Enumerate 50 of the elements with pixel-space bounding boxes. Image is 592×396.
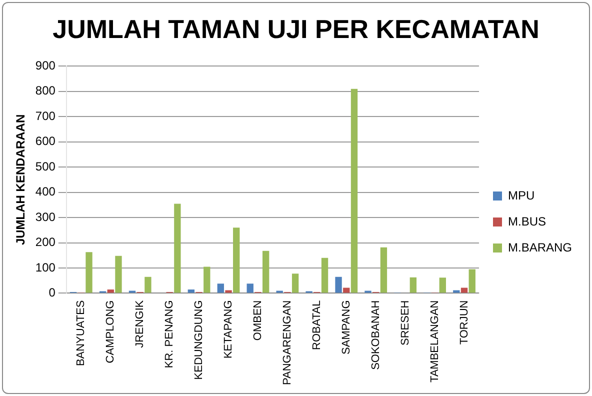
- bar: [174, 204, 181, 293]
- y-tick-label: 0: [48, 286, 56, 300]
- y-tick-label: 800: [35, 84, 56, 98]
- bar: [204, 266, 210, 293]
- y-tick-label: 400: [35, 184, 56, 199]
- y-tick-label: 900: [35, 58, 56, 73]
- y-tick-label: 200: [35, 235, 56, 250]
- y-tick-label: 100: [35, 260, 56, 274]
- x-tick-label: BANYUATES: [75, 300, 88, 366]
- x-tick-label: SOKOBANAH: [370, 300, 382, 370]
- bar: [233, 228, 240, 293]
- x-tick-label: KETAPANG: [222, 300, 235, 359]
- bar: [380, 247, 388, 293]
- x-tick-label: CAMPLONG: [104, 300, 117, 364]
- y-tick-label: 700: [35, 108, 56, 123]
- x-tick-label: PANGARENGAN: [281, 300, 294, 386]
- bar: [292, 274, 299, 293]
- bar: [439, 278, 446, 293]
- chart-title: JUMLAH TAMAN UJI PER KECAMATAN: [52, 14, 540, 45]
- legend-label: M.BARANG: [508, 240, 572, 254]
- bar: [410, 277, 417, 293]
- y-tick-label: 600: [35, 134, 56, 148]
- x-tick-label: JRENGIK: [134, 300, 146, 348]
- bar: [246, 284, 254, 293]
- x-tick-label: ROBATAL: [310, 300, 323, 350]
- bar: [468, 269, 476, 293]
- legend-label: MPU: [508, 188, 535, 202]
- legend-label: M.BUS: [508, 214, 546, 228]
- bar: [453, 290, 460, 293]
- bar: [225, 290, 232, 293]
- bar: [262, 250, 270, 293]
- bar: [217, 284, 224, 293]
- x-tick-label: SAMPANG: [340, 300, 352, 354]
- bar: [350, 88, 358, 293]
- bar: [144, 276, 152, 293]
- y-axis-title: JUMLAH KENDARAAN: [14, 114, 28, 246]
- bar: [321, 258, 328, 293]
- bar: [335, 276, 342, 293]
- x-tick-label: TORJUN: [458, 300, 470, 345]
- x-tick-label: SRESEH: [399, 300, 412, 346]
- bar: [86, 252, 92, 293]
- y-tick-label: 500: [35, 159, 56, 174]
- x-tick-label: TAMBELANGAN: [428, 300, 441, 383]
- x-tick-label: OMBEN: [252, 300, 264, 341]
- x-tick-label: KR. PENANG: [164, 300, 176, 368]
- bar: [115, 256, 122, 293]
- bar: [460, 288, 468, 293]
- bar: [343, 288, 350, 293]
- y-tick-label: 300: [35, 210, 56, 224]
- x-tick-label: KEDUNGDUNG: [193, 300, 206, 380]
